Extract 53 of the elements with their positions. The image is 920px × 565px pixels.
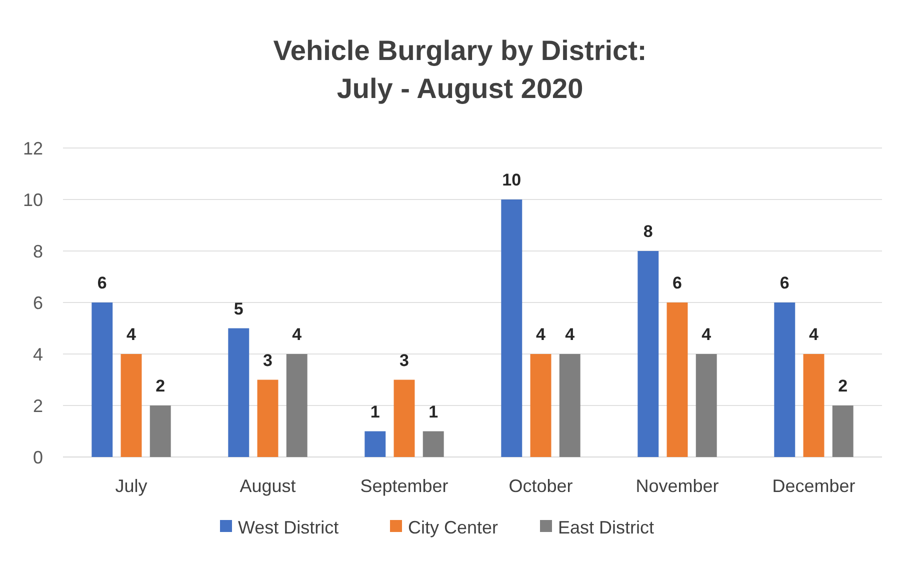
x-tick-label: December — [772, 476, 856, 496]
bar — [501, 200, 522, 457]
data-label: 8 — [643, 222, 653, 241]
data-label: 2 — [838, 376, 848, 396]
y-tick-label: 4 — [32, 344, 43, 364]
data-label: 4 — [809, 325, 820, 344]
data-label: 4 — [565, 325, 576, 344]
data-label: 5 — [234, 299, 244, 318]
y-tick-label: 8 — [32, 241, 43, 262]
x-tick-label: September — [360, 476, 448, 496]
bar — [257, 380, 278, 457]
x-tick-label: July — [115, 476, 148, 496]
bar — [120, 354, 142, 457]
x-tick-label: November — [636, 476, 719, 496]
data-label: 4 — [126, 325, 137, 344]
data-label: 4 — [536, 325, 546, 344]
bar — [286, 354, 308, 457]
data-label: 4 — [702, 325, 712, 344]
data-label: 1 — [428, 402, 438, 422]
bar — [832, 406, 854, 457]
bar — [696, 354, 717, 457]
y-tick-label: 0 — [32, 447, 43, 468]
bar — [774, 302, 796, 457]
y-tick-label: 10 — [22, 190, 43, 210]
bar — [228, 328, 250, 457]
legend-label: West District — [238, 517, 339, 538]
data-label: 6 — [672, 274, 682, 292]
data-label: 4 — [292, 325, 302, 344]
bar — [150, 406, 171, 457]
bar — [559, 354, 580, 457]
data-label: 3 — [400, 350, 409, 370]
bar — [638, 251, 659, 457]
bar — [803, 354, 824, 457]
bar — [666, 302, 688, 457]
y-tick-label: 2 — [32, 396, 43, 416]
data-label: 6 — [780, 274, 790, 292]
legend-label: East District — [558, 517, 654, 538]
y-tick-label: 12 — [22, 138, 43, 158]
chart-title: Vehicle Burglary by District: July - August 2020 — [273, 35, 647, 104]
bar — [92, 302, 113, 457]
data-label: 6 — [97, 274, 107, 292]
bar — [364, 431, 386, 457]
data-label: 2 — [156, 376, 166, 396]
bar — [394, 380, 415, 457]
bar — [530, 354, 552, 457]
x-tick-label: August — [240, 476, 296, 496]
x-tick-label: October — [508, 476, 573, 496]
legend-label: City Center — [408, 517, 498, 538]
data-label: 3 — [263, 350, 272, 370]
y-tick-label: 6 — [32, 292, 43, 313]
data-label: 10 — [502, 170, 522, 190]
bar — [422, 431, 444, 457]
data-label: 1 — [370, 402, 380, 422]
